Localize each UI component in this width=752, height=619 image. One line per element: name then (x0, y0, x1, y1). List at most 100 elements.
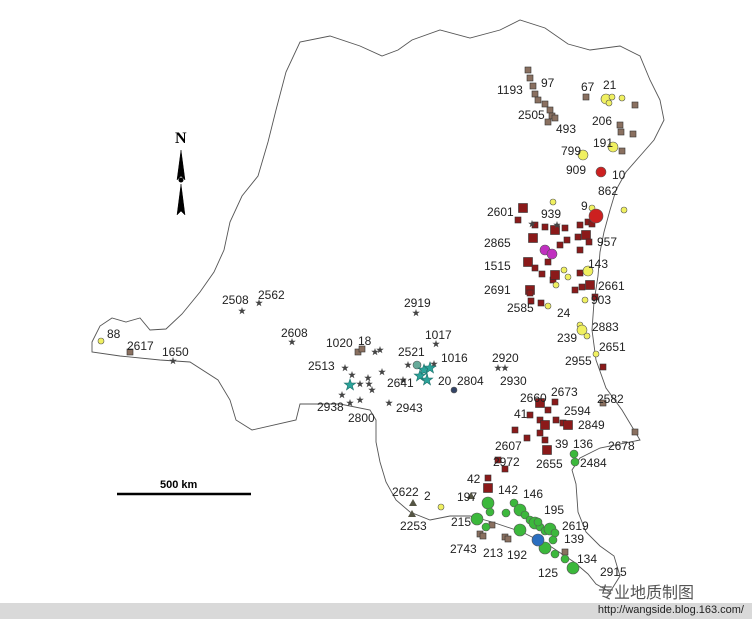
yellow-circle-marker (582, 265, 594, 277)
site-label: 1016 (441, 351, 468, 365)
site-label: 2651 (599, 340, 626, 354)
red-square-marker (544, 258, 552, 266)
yellow-circle-marker (564, 273, 572, 281)
green-circle-marker (548, 535, 558, 545)
site-label: 2972 (493, 455, 520, 469)
site-label: 799 (561, 144, 581, 158)
site-label: 10 (612, 168, 626, 182)
site-label: 2955 (565, 354, 592, 368)
site-label: 2508 (222, 293, 249, 307)
site-label: 2943 (396, 401, 423, 415)
star-marker (255, 299, 263, 307)
yellow-circle-marker (577, 149, 589, 161)
site-label: 939 (541, 207, 561, 221)
country-outline (91, 19, 665, 593)
star-marker (404, 361, 412, 369)
red-square-marker (537, 299, 545, 307)
star-marker (356, 380, 364, 388)
red-square-marker (576, 221, 584, 229)
red-square-marker (514, 216, 522, 224)
site-label: 213 (483, 546, 503, 560)
red-square-marker (552, 416, 560, 424)
watermark: 专业地质制图 (598, 585, 695, 602)
site-label: 146 (523, 487, 543, 501)
brown-square-marker (551, 114, 559, 122)
star-marker (169, 357, 177, 365)
green-circle-marker (533, 517, 543, 527)
site-label: 42 (467, 472, 481, 486)
green-circle-marker (569, 449, 579, 459)
green-circle-marker (470, 512, 484, 526)
brown-square-marker (526, 74, 534, 82)
triangle-marker (409, 499, 417, 506)
star-marker (494, 364, 502, 372)
star-marker (288, 338, 296, 346)
site-label: 2804 (457, 374, 484, 388)
site-label: 2505 (518, 108, 545, 122)
brown-square-marker (529, 82, 537, 90)
red-square-marker (576, 246, 584, 254)
site-label: 2617 (127, 339, 154, 353)
brown-square-marker (504, 535, 512, 543)
star-marker (238, 307, 246, 315)
yellow-circle-marker (544, 302, 552, 310)
red-square-marker (531, 264, 539, 272)
triangle-marker (467, 492, 475, 499)
red-square-marker (561, 224, 569, 232)
site-label: 139 (564, 532, 584, 546)
site-label: 2691 (484, 283, 511, 297)
teal-star-marker (413, 369, 427, 382)
red-circle-marker (588, 208, 604, 224)
site-label: 2253 (400, 519, 427, 533)
yellow-circle-marker (97, 337, 105, 345)
star-marker (364, 374, 372, 382)
green-circle-marker (566, 561, 580, 575)
site-label: 2678 (608, 439, 635, 453)
site-label: 862 (598, 184, 618, 198)
site-label: 239 (557, 331, 577, 345)
map-canvas: 1193 97 67 21 2505 493 206 799 191 909 10 862 9 2601 9… (91, 19, 665, 593)
red-square-marker (571, 286, 579, 294)
site-label: 2930 (500, 374, 527, 388)
red-square-marker (574, 233, 582, 241)
red-square-marker (483, 483, 493, 493)
site-label: 2800 (348, 411, 375, 425)
brown-square-marker (629, 130, 637, 138)
site-label: 2601 (487, 205, 514, 219)
red-square-marker (528, 233, 538, 243)
brown-square-marker (582, 93, 590, 101)
site-label: 2920 (492, 351, 519, 365)
green-circle-marker (509, 498, 519, 508)
yellow-circle-marker (576, 324, 588, 336)
red-square-marker (578, 283, 586, 291)
site-label: 21 (603, 78, 617, 92)
brown-square-marker (541, 100, 549, 108)
star-marker (399, 376, 407, 384)
yellow-circle-marker (437, 503, 445, 511)
red-square-marker (599, 363, 607, 371)
site-label: 39 (555, 437, 569, 451)
red-square-marker (518, 203, 528, 213)
star-marker (346, 399, 354, 407)
site-label: 9 (581, 199, 588, 213)
teal-star-marker (423, 361, 437, 374)
site-label: 134 (577, 552, 597, 566)
scale-label: 500 km (160, 479, 198, 491)
star-marker (341, 364, 349, 372)
yellow-circle-marker (608, 93, 616, 101)
site-label: 1020 (326, 336, 353, 350)
red-square-marker (585, 238, 593, 246)
teal-star-marker (420, 373, 434, 386)
site-label: 88 (107, 327, 121, 341)
brown-square-marker (599, 399, 607, 407)
brown-square-marker (358, 345, 366, 353)
red-square-marker (484, 474, 492, 482)
star-marker (385, 399, 393, 407)
yellow-circle-marker (620, 206, 628, 214)
site-label: 909 (566, 163, 586, 177)
site-label: 2661 (598, 279, 625, 293)
site-label: 2513 (308, 359, 335, 373)
brown-square-marker (631, 428, 639, 436)
site-label: 2521 (398, 345, 425, 359)
brown-square-marker (479, 532, 487, 540)
